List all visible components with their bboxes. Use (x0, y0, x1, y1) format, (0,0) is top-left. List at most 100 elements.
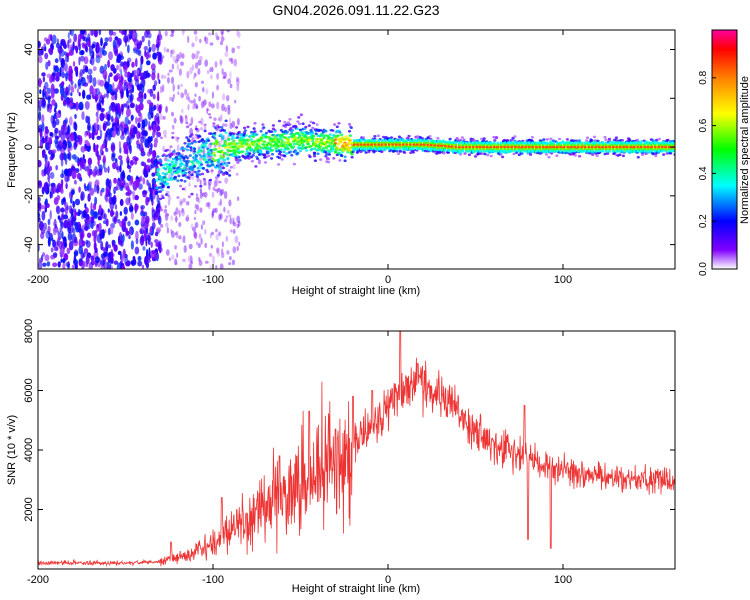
chart-title: GN04.2026.091.11.22.G23 (272, 2, 439, 18)
spectrogram-cell (102, 155, 107, 164)
spectrogram-cell (529, 153, 533, 156)
spectrogram-cell (180, 115, 184, 124)
spectrogram-cell (614, 136, 619, 139)
spectrogram-cell (93, 211, 99, 219)
spectrogram-cell (196, 204, 200, 211)
spectrogram-cell (159, 103, 163, 110)
spectrogram-cell (242, 126, 247, 130)
spectrogram-cell (157, 209, 161, 214)
spectrogram-cell (190, 133, 194, 136)
spectrogram-cell (70, 92, 73, 97)
spectrogram-cell (237, 130, 241, 134)
spectrogram-cell (61, 72, 66, 79)
spectrogram-cell (161, 74, 164, 80)
spectrogram-cell (280, 139, 284, 142)
spectrogram-cell (170, 152, 174, 155)
spectrogram-cell (141, 264, 145, 269)
spectrogram-cell (146, 179, 149, 186)
spectrogram-cell (259, 130, 263, 133)
spectrogram-cell (308, 155, 312, 159)
spectrogram-cell (242, 131, 247, 134)
spectrogram-cell (125, 261, 131, 267)
spectrogram-cell (153, 80, 158, 87)
spectrogram-cell (188, 154, 192, 157)
spectrogram-cell (305, 145, 309, 149)
spectrogram-cell (88, 264, 93, 269)
spectrogram-cell (59, 247, 64, 258)
spectrogram-cell (180, 92, 184, 99)
spectrogram-cell (49, 74, 53, 84)
spectrogram-cell (149, 88, 154, 97)
spectrogram-cell (140, 55, 144, 65)
spectrogram-cell (313, 159, 317, 162)
spectrogram-cell (199, 188, 203, 194)
spectrogram-cell (51, 149, 57, 154)
spectrogram-cell (43, 43, 47, 51)
spectrogram-cell (463, 152, 467, 155)
spectrogram-cell (185, 201, 190, 206)
spectrogram-cell (69, 102, 74, 107)
spectrogram-cell (166, 227, 169, 234)
spectrogram-cell (187, 255, 192, 263)
spectrogram-cell (228, 262, 232, 266)
spectrogram-cell (506, 139, 510, 142)
spectrogram-cell (130, 240, 134, 250)
spectrogram-cell (58, 241, 62, 249)
spectrogram-cell (102, 69, 108, 80)
spectrogram-cell (403, 151, 407, 154)
spectrogram-cell (308, 132, 312, 135)
spectrogram-cell (143, 169, 148, 177)
spectrogram-cell (38, 181, 43, 189)
spectrogram-cell (235, 161, 240, 164)
spectrogram-cell (238, 241, 241, 247)
spectrogram-cell (110, 144, 116, 153)
spectrogram-cell (604, 138, 608, 142)
spectrogram-cell (101, 50, 107, 56)
spectrogram-cell (296, 151, 300, 155)
spectrogram-cell (199, 38, 202, 44)
spectrogram-band (465, 146, 468, 149)
spectrogram-cell (142, 132, 146, 140)
spectrogram-cell (339, 141, 343, 144)
spectrogram-cell (48, 165, 53, 172)
spectrogram-cell (513, 135, 517, 138)
spectrogram-cell (179, 179, 184, 182)
spectrogram-cell (270, 149, 275, 152)
spectrogram-cell (479, 152, 483, 155)
spectrogram-cell (228, 214, 232, 218)
spectrogram-cell (237, 220, 241, 227)
spectrogram-cell (200, 117, 204, 126)
spectrogram-cell (124, 127, 128, 136)
spectrogram-cell (74, 122, 78, 132)
spectrogram-cell (175, 158, 179, 161)
spectrogram-cell (93, 235, 97, 243)
spectrogram-cell (459, 138, 463, 142)
spectrogram-cell (613, 151, 617, 155)
spectrogram-cell (134, 246, 140, 255)
spectrogram-band (493, 146, 496, 149)
spectrogram-cell (230, 137, 234, 140)
spectrogram-cell (225, 235, 228, 242)
spectrogram-cell (113, 216, 117, 225)
spectrogram-cell (223, 161, 227, 165)
spectrogram-cell (499, 152, 503, 156)
spectrogram-cell (125, 108, 131, 118)
spectrogram-band (612, 146, 615, 149)
spectrogram-cell (51, 99, 56, 106)
spectrogram-cell (53, 221, 55, 226)
spectrogram-cell (179, 118, 183, 125)
spectrogram-cell (151, 209, 156, 219)
spectrogram-cell (333, 141, 338, 145)
spectrogram-cell (267, 154, 271, 158)
spectrogram-cell (221, 144, 226, 147)
spectrogram-cell (201, 192, 205, 196)
spectrogram-cell (111, 153, 116, 162)
spectrogram-cell (121, 130, 124, 136)
spectrogram-cell (218, 213, 222, 221)
spectrogram-cell (174, 59, 179, 64)
spectrogram-cell (229, 166, 233, 169)
spectrogram-cell (232, 163, 236, 170)
spectrogram-cell (248, 152, 252, 155)
spectrogram-cell (114, 187, 117, 192)
spectrogram-cell (159, 247, 163, 253)
